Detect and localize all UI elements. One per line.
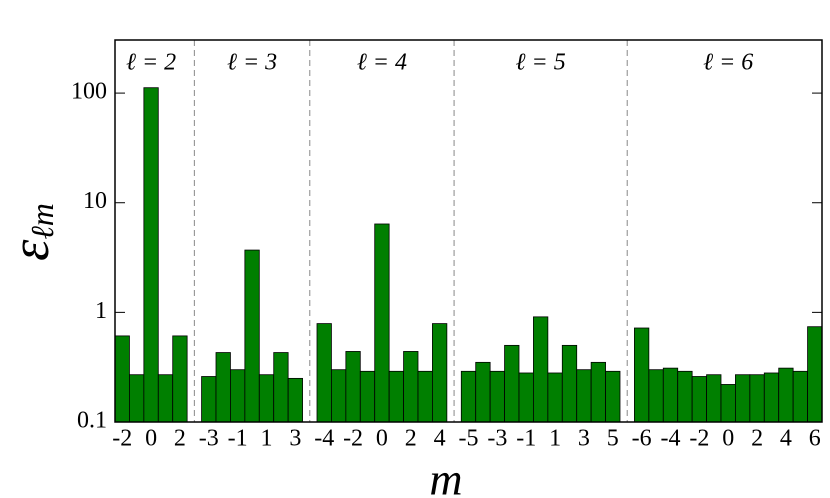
x-tick-label: 2 <box>405 426 417 452</box>
bar <box>215 352 231 423</box>
x-tick-label: 0 <box>145 426 157 452</box>
x-tick-label: -3 <box>487 426 507 452</box>
x-tick-label: -6 <box>632 426 652 452</box>
x-tick-label: 2 <box>174 426 186 452</box>
y-tick-label: 0.1 <box>77 408 107 434</box>
bar <box>157 374 174 423</box>
plot-frame <box>114 39 823 423</box>
x-tick-label: -2 <box>343 426 363 452</box>
x-tick-label: 0 <box>722 426 734 452</box>
bar <box>230 369 246 423</box>
bar <box>258 374 275 423</box>
bar <box>345 351 361 423</box>
x-tick-label: 4 <box>780 426 792 452</box>
y-axis-symbol: ε <box>0 239 60 261</box>
x-tick-label: 4 <box>434 426 446 452</box>
x-tick-label: -2 <box>112 426 132 452</box>
bar <box>735 374 751 423</box>
bar <box>590 361 606 423</box>
bar <box>374 223 390 423</box>
group-label: ℓ = 2 <box>126 50 176 76</box>
bar <box>807 326 823 423</box>
x-tick-label: -1 <box>516 426 536 452</box>
y-tick-label: 100 <box>71 79 107 105</box>
bar <box>648 369 664 423</box>
bar <box>778 367 794 423</box>
bar <box>143 87 159 423</box>
bar <box>475 361 491 423</box>
bar <box>129 374 145 423</box>
bar <box>547 372 563 423</box>
y-axis-subscript: ℓm <box>24 203 60 239</box>
x-axis-label: m <box>429 454 462 498</box>
bar <box>561 344 578 423</box>
bar <box>460 370 477 423</box>
bar <box>706 374 722 423</box>
x-tick-label: 0 <box>376 426 388 452</box>
group-label: ℓ = 6 <box>703 50 753 76</box>
x-tick-label: 3 <box>289 426 301 452</box>
bar <box>403 351 419 423</box>
x-tick-label: 2 <box>751 426 763 452</box>
x-tick-label: 1 <box>549 426 561 452</box>
bar <box>359 370 376 423</box>
bar <box>417 370 433 423</box>
group-label: ℓ = 4 <box>357 50 407 76</box>
bar <box>432 323 448 423</box>
x-tick-label: -1 <box>228 426 248 452</box>
bar <box>201 376 217 423</box>
x-tick-label: -4 <box>314 426 334 452</box>
x-tick-label: -5 <box>459 426 479 452</box>
bar <box>763 372 780 423</box>
bar <box>316 323 332 423</box>
y-tick-label: 10 <box>83 188 107 214</box>
x-tick-label: 1 <box>261 426 273 452</box>
bar <box>273 352 289 423</box>
bar <box>749 374 765 423</box>
bar <box>634 327 650 423</box>
bar <box>489 370 505 423</box>
x-tick-label: -4 <box>661 426 681 452</box>
x-tick-label: 5 <box>607 426 619 452</box>
bar <box>605 370 621 423</box>
bar <box>792 370 808 423</box>
y-tick-label: 1 <box>95 298 107 324</box>
y-axis-label: εℓm <box>0 203 60 261</box>
bar <box>244 249 260 423</box>
group-label: ℓ = 3 <box>227 50 277 76</box>
bar <box>533 316 549 423</box>
bar <box>677 370 693 423</box>
x-tick-label: 3 <box>578 426 590 452</box>
bar <box>287 377 303 423</box>
x-tick-label: 6 <box>809 426 821 452</box>
bar <box>576 369 592 423</box>
bar <box>720 384 736 423</box>
bar <box>114 335 130 423</box>
x-tick-label: -3 <box>199 426 219 452</box>
bar <box>331 369 347 423</box>
bar <box>172 335 188 423</box>
x-tick-label: -2 <box>689 426 709 452</box>
bar <box>518 372 534 423</box>
group-label: ℓ = 5 <box>516 50 566 76</box>
bar <box>388 370 404 423</box>
bar <box>504 344 520 423</box>
bar <box>691 376 707 423</box>
bar <box>662 367 679 423</box>
